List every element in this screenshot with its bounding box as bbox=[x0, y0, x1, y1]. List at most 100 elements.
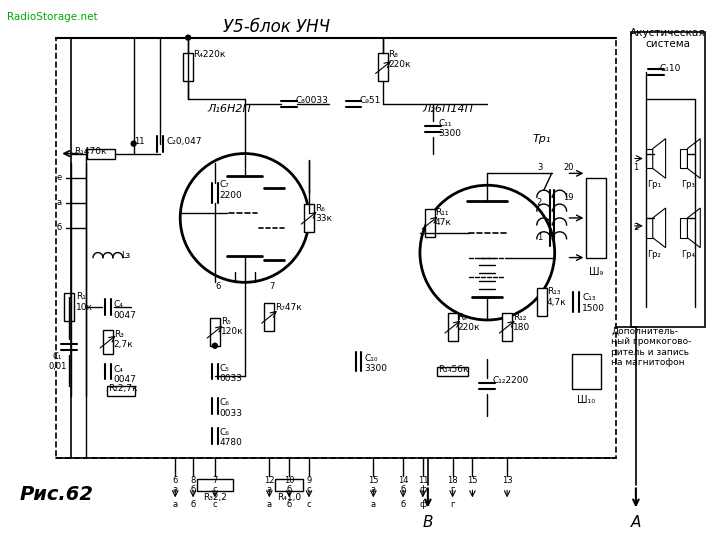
Bar bbox=[631, 31, 705, 327]
Text: 2: 2 bbox=[537, 198, 542, 207]
Bar bbox=[265, 303, 275, 331]
Text: A: A bbox=[631, 515, 641, 530]
Text: 18: 18 bbox=[448, 475, 458, 484]
Text: R₁₂
180: R₁₂ 180 bbox=[513, 313, 531, 333]
Text: C₄
0047: C₄ 0047 bbox=[114, 365, 137, 384]
Text: с: с bbox=[307, 486, 311, 495]
Bar bbox=[183, 53, 193, 81]
Bar bbox=[448, 313, 458, 341]
Text: R₄1,0: R₄1,0 bbox=[277, 494, 301, 502]
Text: R₇47к: R₇47к bbox=[275, 303, 302, 312]
Text: R₁₄56к: R₁₄56к bbox=[438, 365, 468, 374]
Text: 2: 2 bbox=[633, 223, 638, 232]
Text: 14: 14 bbox=[398, 475, 408, 484]
Text: б: б bbox=[287, 500, 292, 509]
Circle shape bbox=[212, 343, 217, 348]
Bar bbox=[646, 218, 653, 238]
Text: с: с bbox=[212, 486, 217, 495]
Text: R₄220к: R₄220к bbox=[193, 50, 225, 59]
Text: е: е bbox=[56, 173, 62, 182]
Bar bbox=[107, 386, 134, 396]
Bar bbox=[437, 367, 468, 376]
Text: R₅
120к: R₅ 120к bbox=[221, 317, 243, 336]
Text: 6: 6 bbox=[172, 475, 178, 484]
Bar bbox=[378, 53, 388, 81]
Text: 15: 15 bbox=[467, 475, 478, 484]
Text: C₅
0033: C₅ 0033 bbox=[220, 364, 243, 383]
Text: C₁
0,01: C₁ 0,01 bbox=[48, 352, 66, 371]
Bar bbox=[586, 179, 606, 257]
Text: R₂2,7к: R₂2,7к bbox=[108, 384, 137, 393]
Text: б: б bbox=[287, 486, 292, 495]
Text: C₂0,047: C₂0,047 bbox=[167, 136, 202, 146]
Text: Ш₁₀: Ш₁₀ bbox=[577, 395, 596, 405]
Text: C₁₁
3300: C₁₁ 3300 bbox=[439, 119, 462, 138]
Text: 7: 7 bbox=[212, 475, 217, 484]
Text: 11: 11 bbox=[418, 475, 428, 484]
Text: с: с bbox=[307, 500, 311, 509]
Text: 13: 13 bbox=[502, 475, 513, 484]
Text: Гр₁: Гр₁ bbox=[647, 180, 661, 189]
Text: б: б bbox=[400, 486, 405, 495]
Circle shape bbox=[131, 141, 136, 146]
Bar bbox=[425, 209, 435, 237]
Text: 19: 19 bbox=[563, 193, 574, 202]
Text: Акустическая
система: Акустическая система bbox=[630, 28, 706, 50]
Text: C₉51: C₉51 bbox=[360, 96, 381, 105]
Text: Ш₉: Ш₉ bbox=[589, 268, 603, 278]
Text: Дополнитель-
ный громкогово-
ритель и запись
на магнитофон: Дополнитель- ный громкогово- ритель и за… bbox=[611, 327, 691, 367]
Bar bbox=[87, 149, 115, 158]
Text: а: а bbox=[173, 486, 178, 495]
Text: а: а bbox=[267, 500, 272, 509]
Bar bbox=[571, 354, 601, 389]
Text: R₁₃
4,7к: R₁₃ 4,7к bbox=[547, 287, 566, 306]
Circle shape bbox=[186, 35, 191, 40]
Text: R₆
33к: R₆ 33к bbox=[315, 204, 332, 223]
Polygon shape bbox=[653, 139, 666, 179]
Text: C₁10: C₁10 bbox=[660, 64, 681, 74]
Text: г: г bbox=[450, 486, 455, 495]
Text: R₉
220к: R₉ 220к bbox=[458, 313, 480, 333]
Text: а: а bbox=[173, 500, 178, 509]
Text: 10: 10 bbox=[284, 475, 295, 484]
Circle shape bbox=[180, 154, 309, 282]
Text: Л₁6Н2П: Л₁6Н2П bbox=[208, 104, 252, 114]
Text: 1: 1 bbox=[633, 164, 638, 173]
Text: ф: ф bbox=[419, 500, 427, 509]
Polygon shape bbox=[653, 208, 666, 248]
Text: Тр₁: Тр₁ bbox=[533, 134, 551, 144]
Text: R₃
2,7к: R₃ 2,7к bbox=[114, 330, 134, 349]
Text: б: б bbox=[56, 223, 62, 232]
Text: Гр₃: Гр₃ bbox=[681, 180, 695, 189]
Text: с: с bbox=[212, 500, 217, 509]
Text: R₁₁
47к: R₁₁ 47к bbox=[435, 208, 452, 228]
Text: Lз: Lз bbox=[121, 251, 130, 260]
Text: C₇
2200: C₇ 2200 bbox=[220, 180, 242, 200]
Text: R₃2,2: R₃2,2 bbox=[203, 494, 227, 502]
Bar bbox=[502, 313, 512, 341]
Text: R₁470к: R₁470к bbox=[74, 147, 107, 156]
Bar bbox=[210, 318, 220, 346]
Text: б: б bbox=[400, 500, 405, 509]
Text: 12: 12 bbox=[264, 475, 275, 484]
Bar bbox=[537, 288, 547, 316]
Bar bbox=[275, 480, 303, 491]
Text: 1: 1 bbox=[537, 233, 542, 242]
Text: а: а bbox=[267, 486, 272, 495]
Text: 20: 20 bbox=[563, 164, 574, 173]
Text: а: а bbox=[371, 486, 376, 495]
Bar bbox=[681, 218, 687, 238]
Text: C₁₃
1500: C₁₃ 1500 bbox=[583, 293, 606, 313]
Text: 3: 3 bbox=[537, 164, 542, 173]
Text: 6: 6 bbox=[215, 282, 220, 292]
Text: RadioStorage.net: RadioStorage.net bbox=[7, 12, 97, 22]
Bar bbox=[56, 38, 616, 458]
Text: ф: ф bbox=[419, 486, 427, 495]
Text: б: б bbox=[190, 500, 196, 509]
Text: Гр₄: Гр₄ bbox=[681, 249, 696, 259]
Bar bbox=[197, 480, 232, 491]
Text: б: б bbox=[190, 486, 196, 495]
Bar bbox=[64, 293, 74, 321]
Text: 9: 9 bbox=[306, 475, 312, 484]
Bar bbox=[304, 204, 314, 232]
